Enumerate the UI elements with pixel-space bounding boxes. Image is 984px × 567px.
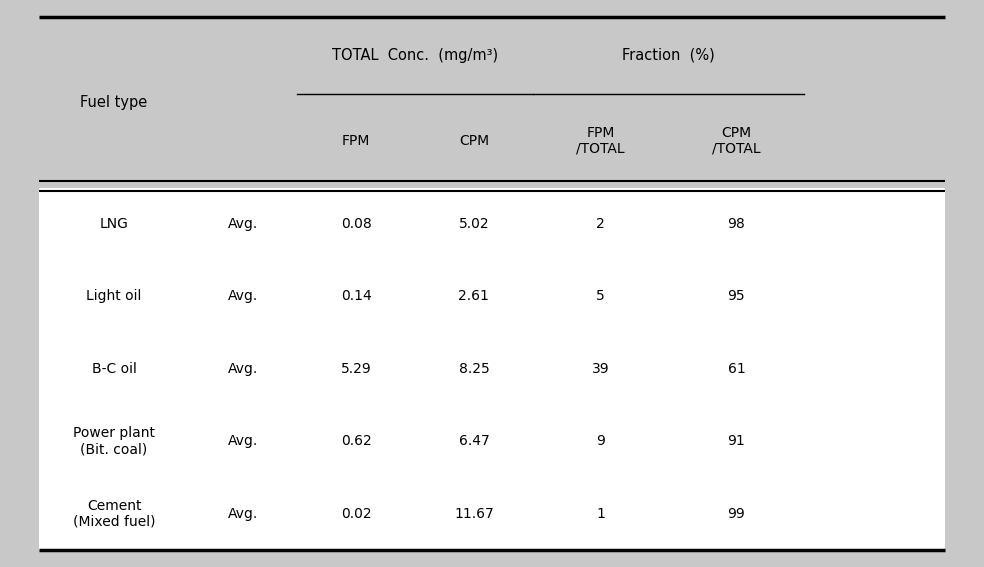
Text: B-C oil: B-C oil [92, 362, 137, 376]
Text: Fraction  (%): Fraction (%) [622, 48, 715, 63]
Text: Avg.: Avg. [228, 434, 258, 448]
Text: 5: 5 [596, 289, 605, 303]
Text: 39: 39 [591, 362, 609, 376]
Text: 0.02: 0.02 [340, 507, 372, 521]
Text: Light oil: Light oil [87, 289, 142, 303]
Text: Avg.: Avg. [228, 289, 258, 303]
Text: Power plant
(Bit. coal): Power plant (Bit. coal) [73, 426, 155, 456]
Text: Avg.: Avg. [228, 217, 258, 231]
Text: 95: 95 [727, 289, 745, 303]
Text: 5.02: 5.02 [459, 217, 489, 231]
Text: 2.61: 2.61 [459, 289, 489, 303]
FancyBboxPatch shape [39, 188, 945, 550]
Text: FPM
/TOTAL: FPM /TOTAL [577, 125, 625, 156]
Text: Avg.: Avg. [228, 507, 258, 521]
Text: 1: 1 [596, 507, 605, 521]
Text: 61: 61 [727, 362, 745, 376]
Text: 0.62: 0.62 [340, 434, 372, 448]
Text: 6.47: 6.47 [459, 434, 489, 448]
Text: 8.25: 8.25 [459, 362, 489, 376]
Text: 99: 99 [727, 507, 745, 521]
Text: FPM: FPM [342, 134, 370, 147]
Text: Fuel type: Fuel type [81, 95, 148, 110]
Text: CPM
/TOTAL: CPM /TOTAL [712, 125, 761, 156]
Text: 2: 2 [596, 217, 605, 231]
Text: 0.14: 0.14 [340, 289, 372, 303]
Text: 11.67: 11.67 [454, 507, 494, 521]
Text: 5.29: 5.29 [340, 362, 372, 376]
Text: 98: 98 [727, 217, 745, 231]
Text: Avg.: Avg. [228, 362, 258, 376]
Text: TOTAL  Conc.  (mg/m³): TOTAL Conc. (mg/m³) [332, 48, 498, 63]
Text: Cement
(Mixed fuel): Cement (Mixed fuel) [73, 498, 155, 529]
FancyBboxPatch shape [39, 17, 945, 188]
Text: CPM: CPM [459, 134, 489, 147]
Text: 9: 9 [596, 434, 605, 448]
Text: 0.08: 0.08 [340, 217, 372, 231]
Text: LNG: LNG [99, 217, 129, 231]
Text: 91: 91 [727, 434, 745, 448]
